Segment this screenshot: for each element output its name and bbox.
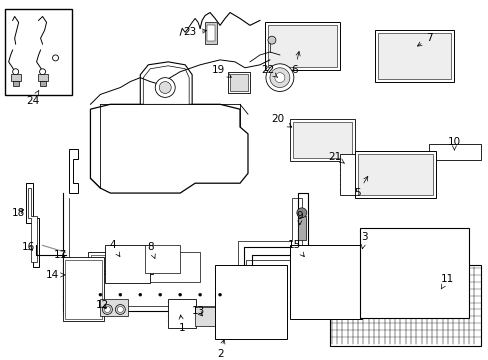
Bar <box>207 25 215 41</box>
Circle shape <box>155 78 175 97</box>
Text: 16: 16 <box>22 242 35 252</box>
Circle shape <box>265 64 293 91</box>
Bar <box>339 154 354 195</box>
Circle shape <box>99 293 102 296</box>
Bar <box>64 260 102 319</box>
Text: 19: 19 <box>211 65 231 77</box>
Bar <box>289 119 354 161</box>
Circle shape <box>274 73 285 82</box>
Polygon shape <box>68 149 78 193</box>
Text: 14: 14 <box>46 270 65 280</box>
Circle shape <box>159 293 162 296</box>
Circle shape <box>159 82 171 94</box>
Circle shape <box>139 293 142 296</box>
Circle shape <box>117 306 123 312</box>
Bar <box>297 216 305 240</box>
Text: 7: 7 <box>417 33 432 46</box>
Text: 23: 23 <box>183 27 206 37</box>
Bar <box>374 30 453 82</box>
Text: 18: 18 <box>12 208 25 218</box>
Text: 9: 9 <box>296 211 303 225</box>
Bar <box>62 257 104 321</box>
Circle shape <box>267 36 275 44</box>
Text: 5: 5 <box>354 176 367 198</box>
Circle shape <box>269 68 289 87</box>
Text: 6: 6 <box>291 51 300 75</box>
Bar <box>204 22 217 44</box>
Bar <box>195 306 220 326</box>
Text: 4: 4 <box>109 240 120 257</box>
Bar <box>229 74 247 91</box>
Polygon shape <box>140 62 192 104</box>
Text: 10: 10 <box>447 137 460 150</box>
Bar <box>357 154 432 195</box>
Bar <box>13 81 19 86</box>
Text: 11: 11 <box>440 274 453 289</box>
Bar <box>359 228 468 318</box>
Circle shape <box>40 69 45 75</box>
Bar <box>91 255 150 271</box>
Text: 22: 22 <box>261 65 277 77</box>
Polygon shape <box>90 104 247 193</box>
Bar <box>100 299 128 316</box>
Circle shape <box>102 305 112 314</box>
Polygon shape <box>27 188 37 262</box>
Text: 24: 24 <box>26 91 39 106</box>
Text: 20: 20 <box>271 114 291 127</box>
Circle shape <box>178 293 182 296</box>
Bar <box>215 265 286 339</box>
Circle shape <box>198 293 201 296</box>
Text: 8: 8 <box>147 242 155 258</box>
Text: 1: 1 <box>179 315 185 333</box>
Text: 13: 13 <box>191 306 204 316</box>
Circle shape <box>104 306 110 312</box>
Circle shape <box>52 55 59 61</box>
Polygon shape <box>25 183 39 267</box>
Bar <box>354 150 436 198</box>
Text: 21: 21 <box>327 152 344 163</box>
Circle shape <box>296 208 306 218</box>
Bar <box>267 25 336 67</box>
Bar <box>377 33 450 78</box>
Bar <box>264 22 339 70</box>
Bar <box>105 246 150 283</box>
Circle shape <box>115 305 125 314</box>
Polygon shape <box>143 66 189 104</box>
Circle shape <box>119 293 122 296</box>
Bar <box>168 299 196 328</box>
Bar <box>40 81 45 86</box>
Bar <box>38 74 47 81</box>
Bar <box>125 252 200 282</box>
Bar <box>5 9 72 95</box>
Bar <box>227 72 249 94</box>
Text: 3: 3 <box>361 233 367 249</box>
Circle shape <box>13 69 19 75</box>
Bar <box>428 144 480 159</box>
Text: 17: 17 <box>54 250 67 260</box>
Bar <box>329 265 480 346</box>
Circle shape <box>218 293 221 296</box>
Bar <box>11 74 20 81</box>
Text: 2: 2 <box>216 339 224 359</box>
Bar <box>289 246 361 319</box>
Bar <box>292 122 351 158</box>
Bar <box>88 252 153 274</box>
Bar <box>145 246 180 273</box>
Text: 12: 12 <box>96 300 109 310</box>
Text: 15: 15 <box>287 240 304 257</box>
